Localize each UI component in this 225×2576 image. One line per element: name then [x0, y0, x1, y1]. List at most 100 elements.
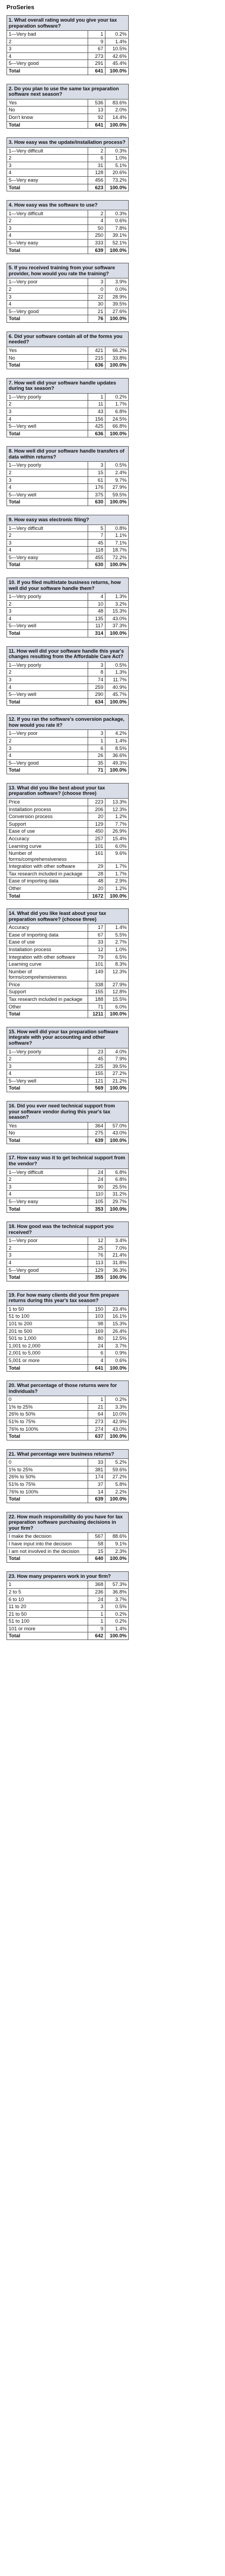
- answer-label: Total: [6, 315, 88, 323]
- answer-row: Support 155 12.8%: [6, 988, 129, 997]
- answer-label: 5—Very well: [6, 622, 88, 630]
- answer-label: 3: [6, 1183, 88, 1191]
- answer-label: Other: [6, 1002, 88, 1011]
- answer-row: 5,001 or more 4 0.6%: [6, 1356, 129, 1365]
- answer-count: 161: [88, 849, 105, 864]
- answer-row: 3 61 9.7%: [6, 476, 129, 484]
- answer-percent: 73.2%: [105, 176, 129, 184]
- answer-count: 30: [88, 300, 105, 308]
- answer-percent: 16.1%: [105, 1312, 129, 1321]
- total-row: Total 569 100.0%: [6, 1084, 129, 1092]
- total-row: Total 636 100.0%: [6, 429, 129, 438]
- answer-label: Yes: [6, 1121, 88, 1130]
- answer-row: 1—Very poorly 3 0.5%: [6, 461, 129, 470]
- answer-count: 156: [88, 415, 105, 423]
- answer-label: 5—Very good: [6, 759, 88, 767]
- answer-percent: 59.6%: [105, 1465, 129, 1474]
- answer-label: I make the decision: [6, 1532, 88, 1541]
- answer-percent: 2.3%: [105, 1547, 129, 1556]
- answer-count: 174: [88, 1473, 105, 1482]
- answer-count: 45: [88, 539, 105, 547]
- answer-count: 4: [88, 1356, 105, 1365]
- answer-percent: 0.3%: [105, 147, 129, 155]
- answer-count: 368: [88, 1581, 105, 1589]
- answer-percent: 12.5%: [105, 1335, 129, 1343]
- question-table: 7. How well did your software handle upd…: [6, 377, 129, 438]
- answer-count: 176: [88, 483, 105, 492]
- answer-percent: 45.4%: [105, 59, 129, 68]
- answer-label: 1—Very poorly: [6, 661, 88, 669]
- answer-label: 2: [6, 285, 88, 294]
- answer-percent: 1.1%: [105, 532, 129, 540]
- answer-label: 1—Very bad: [6, 30, 88, 38]
- answer-percent: 6.0%: [105, 842, 129, 851]
- answer-percent: 1.4%: [105, 924, 129, 932]
- answer-count: 188: [88, 995, 105, 1004]
- answer-label: 3: [6, 224, 88, 233]
- answer-percent: 100.0%: [105, 1632, 129, 1640]
- answer-label: Price: [6, 798, 88, 806]
- answer-percent: 0.5%: [105, 1603, 129, 1611]
- answer-label: 2,001 to 5,000: [6, 1349, 88, 1357]
- answer-row: Other 71 6.0%: [6, 1002, 129, 1011]
- answer-label: Don't know: [6, 113, 88, 122]
- answer-label: I have input into the decision: [6, 1540, 88, 1548]
- answer-row: 1,001 to 2,000 24 3.7%: [6, 1342, 129, 1350]
- total-row: Total 355 100.0%: [6, 1273, 129, 1282]
- answer-count: 0: [88, 285, 105, 294]
- answer-row: 4 176 27.9%: [6, 483, 129, 492]
- answer-percent: 100.0%: [105, 183, 129, 192]
- answer-row: Yes 421 66.2%: [6, 346, 129, 355]
- answer-percent: 0.2%: [105, 30, 129, 38]
- total-row: Total 71 100.0%: [6, 766, 129, 774]
- answer-label: 4: [6, 752, 88, 760]
- answer-row: 26% to 50% 64 10.0%: [6, 1410, 129, 1418]
- answer-label: 5,001 or more: [6, 1356, 88, 1365]
- answer-label: Yes: [6, 346, 88, 355]
- answer-label: Total: [6, 1555, 88, 1563]
- answer-count: 1: [88, 1610, 105, 1618]
- answer-percent: 0.6%: [105, 217, 129, 225]
- answer-label: 1—Very poor: [6, 1237, 88, 1245]
- answer-label: Total: [6, 361, 88, 369]
- answer-label: 3: [6, 1062, 88, 1071]
- answer-count: 636: [88, 361, 105, 369]
- answer-count: 24: [88, 1168, 105, 1177]
- answer-row: 1—Very poor 3 3.9%: [6, 278, 129, 286]
- answer-label: 4: [6, 52, 88, 61]
- answer-count: 2: [88, 147, 105, 155]
- answer-label: Total: [6, 1364, 88, 1372]
- answer-count: 23: [88, 1047, 105, 1056]
- answer-label: 6 to 10: [6, 1595, 88, 1604]
- answer-label: 5—Very well: [6, 1077, 88, 1085]
- answer-count: 58: [88, 1540, 105, 1548]
- answer-label: Total: [6, 561, 88, 569]
- answer-count: 259: [88, 683, 105, 692]
- answer-row: 5—Very easy 456 73.2%: [6, 176, 129, 184]
- answer-percent: 5.5%: [105, 931, 129, 939]
- answer-label: 3: [6, 408, 88, 416]
- answer-label: 5—Very good: [6, 307, 88, 316]
- answer-label: 2: [6, 1176, 88, 1184]
- answer-row: 5—Very easy 455 72.2%: [6, 553, 129, 562]
- answer-count: 456: [88, 176, 105, 184]
- answer-count: 6: [88, 1349, 105, 1357]
- answer-count: 1: [88, 736, 105, 745]
- answer-row: Learning curve 101 8.3%: [6, 960, 129, 968]
- answer-count: 455: [88, 553, 105, 562]
- answer-label: 4: [6, 483, 88, 492]
- question-table: 11. How well did your software handle th…: [6, 646, 129, 706]
- answer-label: Total: [6, 1632, 88, 1640]
- answer-percent: 23.4%: [105, 1305, 129, 1313]
- answer-percent: 27.9%: [105, 980, 129, 989]
- answer-count: 634: [88, 698, 105, 706]
- answer-label: Total: [6, 1205, 88, 1213]
- answer-label: 1—Very poorly: [6, 461, 88, 470]
- answer-percent: 36.8%: [105, 1588, 129, 1596]
- answer-label: 2: [6, 736, 88, 745]
- answer-percent: 100.0%: [105, 1136, 129, 1145]
- question-table: 23. How many preparers work in your firm…: [6, 1571, 129, 1640]
- answer-count: 15: [88, 1547, 105, 1556]
- answer-row: 1—Very difficult 24 6.8%: [6, 1168, 129, 1177]
- answer-percent: 66.8%: [105, 422, 129, 430]
